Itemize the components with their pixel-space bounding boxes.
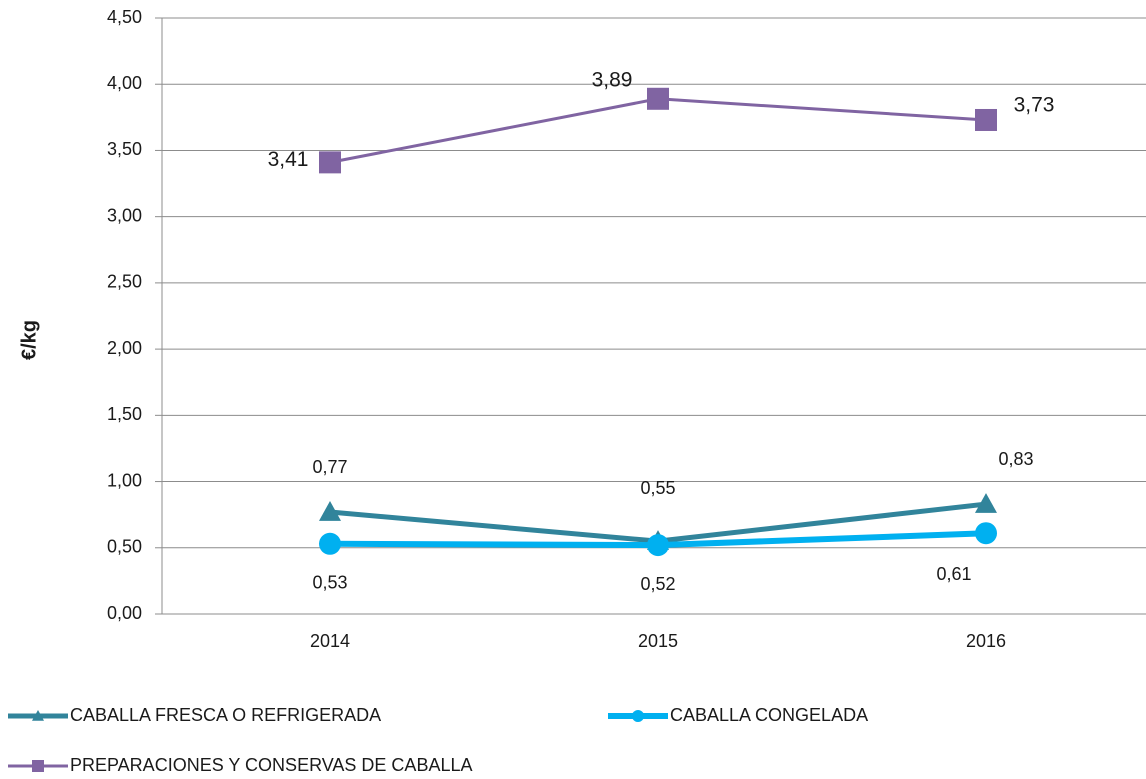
legend-label: CABALLA FRESCA O REFRIGERADA [70, 705, 381, 725]
y-tick-label: 2,50 [107, 272, 142, 292]
y-tick-label: 4,00 [107, 73, 142, 93]
data-point [319, 151, 341, 174]
data-point [647, 87, 669, 110]
data-label: 0,61 [936, 564, 971, 584]
y-tick-label: 4,50 [107, 7, 142, 27]
data-point [975, 108, 997, 131]
data-label: 0,55 [640, 478, 675, 498]
data-label: 0,83 [998, 449, 1033, 469]
legend-label: CABALLA CONGELADA [670, 705, 868, 725]
y-tick-label: 3,00 [107, 205, 142, 225]
x-tick-label: 2016 [966, 631, 1006, 651]
data-label: 0,52 [640, 574, 675, 594]
x-tick-label: 2014 [310, 631, 350, 651]
legend-marker [632, 710, 644, 722]
data-label: 3,41 [268, 148, 309, 171]
data-label: 0,53 [312, 573, 347, 593]
legend-marker [32, 710, 44, 721]
data-point [319, 501, 341, 521]
data-point [319, 532, 341, 555]
x-tick-label: 2015 [638, 631, 678, 651]
data-point [975, 493, 997, 513]
y-tick-label: 3,50 [107, 139, 142, 159]
y-axis-label: €/kg [18, 320, 40, 360]
data-label: 0,77 [312, 457, 347, 477]
legend-label: PREPARACIONES Y CONSERVAS DE CABALLA [70, 755, 472, 775]
y-tick-label: 1,50 [107, 404, 142, 424]
y-tick-label: 0,50 [107, 537, 142, 557]
legend-marker [32, 760, 44, 772]
y-tick-label: 0,00 [107, 603, 142, 623]
data-label: 3,73 [1014, 94, 1055, 117]
data-label: 3,89 [592, 68, 633, 91]
y-tick-label: 1,00 [107, 470, 142, 490]
y-tick-label: 2,00 [107, 338, 142, 358]
data-point [975, 522, 997, 545]
data-point [647, 534, 669, 557]
